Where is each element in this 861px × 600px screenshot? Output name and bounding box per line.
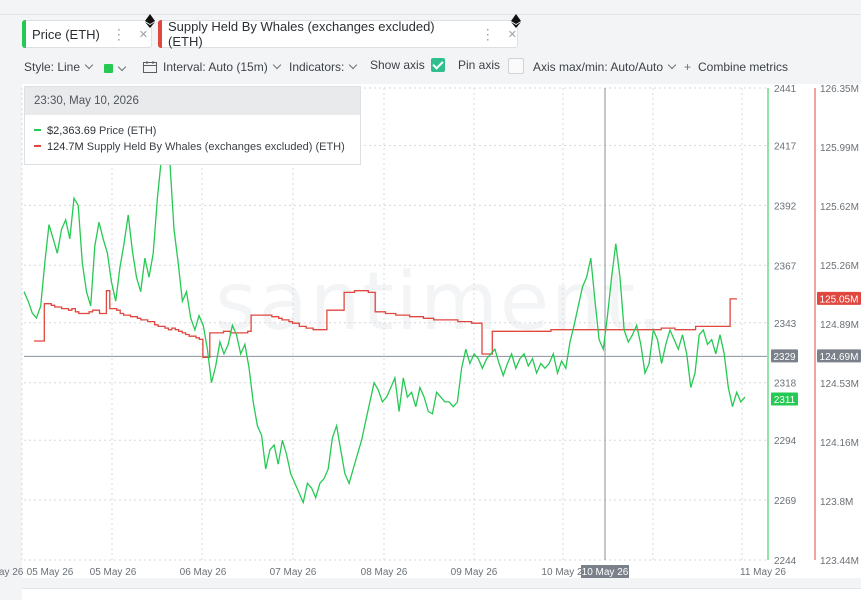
pin-axis-checkbox[interactable] — [508, 58, 525, 74]
whales-axis-tick-label: 125.62M — [820, 202, 859, 213]
price-current-badge: 2311 — [774, 395, 796, 406]
x-crosshair-badge-bg — [581, 565, 629, 578]
tooltip-row-price: $2,363.69 Price (ETH) — [34, 125, 156, 137]
metric-color-bar — [22, 20, 26, 48]
show-axis-label: Show axis — [370, 58, 425, 72]
pin-axis-toggle[interactable]: Pin axis — [458, 58, 525, 74]
price-crosshair-badge: 2329 — [773, 352, 796, 363]
x-axis-tick-label: 12 May 26 — [0, 567, 24, 578]
whales-series-line — [34, 290, 737, 358]
navigator-strip[interactable] — [22, 588, 861, 600]
x-axis-tick-label: 06 May 26 — [180, 567, 227, 578]
show-axis-checkbox[interactable] — [430, 57, 445, 72]
whales-axis-tick-label: 125.26M — [820, 261, 859, 272]
tooltip-whales-value: 124.7M — [47, 141, 84, 153]
tooltip-price-value: $2,363.69 — [47, 125, 96, 137]
tooltip-price-name: Price (ETH) — [99, 125, 157, 137]
metric-color-bar — [158, 20, 162, 48]
tooltip-timestamp: 23:30, May 10, 2026 — [25, 87, 360, 115]
price-axis-tick-label: 2367 — [774, 261, 797, 272]
indicators-label: Indicators: — [289, 60, 345, 74]
price-axis-tick-label: 2441 — [774, 84, 797, 95]
tooltip-row-whales: 124.7M Supply Held By Whales (exchanges … — [34, 141, 345, 153]
axis-maxmin-label: Axis max/min: Auto/Auto — [533, 60, 664, 74]
combine-metrics-button[interactable]: + Combine metrics — [684, 60, 788, 74]
whales-axis-tick-label: 124.16M — [820, 438, 859, 449]
price-axis-tick-label: 2318 — [774, 379, 797, 390]
metric-label: Price (ETH) — [32, 26, 100, 42]
indicators-dropdown[interactable]: Indicators: — [289, 60, 358, 74]
price-current-badge-bg — [771, 392, 798, 406]
x-axis-tick-label: 07 May 26 — [270, 567, 317, 578]
whales-crosshair-badge: 124.69M — [820, 352, 859, 363]
price-axis-tick-label: 2343 — [774, 319, 797, 330]
x-axis-tick-label: 10 May 2 — [541, 567, 583, 578]
whales-axis-tick-label: 123.44M — [820, 556, 859, 567]
color-swatch — [104, 64, 113, 73]
combine-label: Combine metrics — [698, 60, 789, 74]
price-axis-tick-label: 2417 — [774, 142, 797, 153]
price-axis-tick-label: 2244 — [774, 556, 797, 567]
metric-menu-icon[interactable]: ⋮ — [111, 25, 126, 42]
x-axis-tick-label: 05 May 26 — [90, 567, 137, 578]
axis-maxmin-dropdown[interactable]: Axis max/min: Auto/Auto — [533, 60, 677, 74]
whales-axis-tick-label: 124.89M — [820, 320, 859, 331]
style-label: Style: Line — [24, 60, 81, 74]
price-series-line — [23, 90, 746, 505]
pin-axis-label: Pin axis — [458, 58, 501, 73]
whales-current-badge: 125.05M — [820, 294, 859, 305]
price-axis-tick-label: 2294 — [774, 436, 797, 447]
chart-toolbar: Style: Line Interval: Auto (15m) Indicat… — [0, 57, 861, 78]
color-picker[interactable] — [104, 62, 127, 76]
x-axis-tick-label: 09 May 26 — [451, 567, 498, 578]
interval-dropdown[interactable]: Interval: Auto (15m) — [143, 60, 281, 74]
x-axis-tick-label: 05 May 26 — [27, 567, 74, 578]
plus-icon: + — [684, 60, 692, 74]
legend-swatch — [34, 129, 41, 132]
x-axis-tick-label: 08 May 26 — [361, 567, 408, 578]
interval-label: Interval: Auto (15m) — [163, 60, 268, 74]
calendar-icon — [143, 61, 157, 73]
top-divider — [0, 14, 861, 15]
price-axis-tick-label: 2392 — [774, 201, 797, 212]
metric-menu-icon[interactable]: ⋮ — [480, 25, 495, 42]
whales-crosshair-badge-bg — [817, 349, 861, 363]
whales-axis-tick-label: 124.53M — [820, 379, 859, 390]
x-crosshair-badge: 10 May 26 — [582, 567, 629, 578]
eth-icon — [511, 14, 521, 28]
show-axis-toggle[interactable]: Show axis — [370, 57, 445, 73]
whales-axis-tick-label: 123.8M — [820, 497, 853, 508]
metric-close-icon[interactable]: ✕ — [138, 28, 149, 41]
tooltip-whales-name: Supply Held By Whales (exchanges exclude… — [86, 141, 345, 153]
chart-tooltip: 23:30, May 10, 2026 $2,363.69 Price (ETH… — [24, 86, 361, 165]
whales-axis-tick-label: 125.99M — [820, 143, 859, 154]
eth-icon — [145, 14, 155, 28]
whales-current-badge-bg — [817, 291, 861, 305]
legend-swatch — [34, 145, 41, 148]
metric-chip-whales[interactable]: Supply Held By Whales (exchanges exclude… — [158, 19, 518, 49]
metric-close-icon[interactable]: ✕ — [507, 28, 517, 41]
x-axis-tick-label: 11 May 26 — [740, 567, 786, 578]
chart-area[interactable] — [22, 84, 861, 578]
whales-axis-tick-label: 126.35M — [820, 84, 859, 95]
price-crosshair-badge-bg — [771, 349, 798, 363]
metric-label: Supply Held By Whales (exchanges exclude… — [168, 19, 435, 49]
price-axis-tick-label: 2269 — [774, 496, 797, 507]
style-dropdown[interactable]: Style: Line — [24, 60, 94, 74]
metric-chip-price[interactable]: Price (ETH) ⋮ ✕ — [22, 20, 152, 48]
